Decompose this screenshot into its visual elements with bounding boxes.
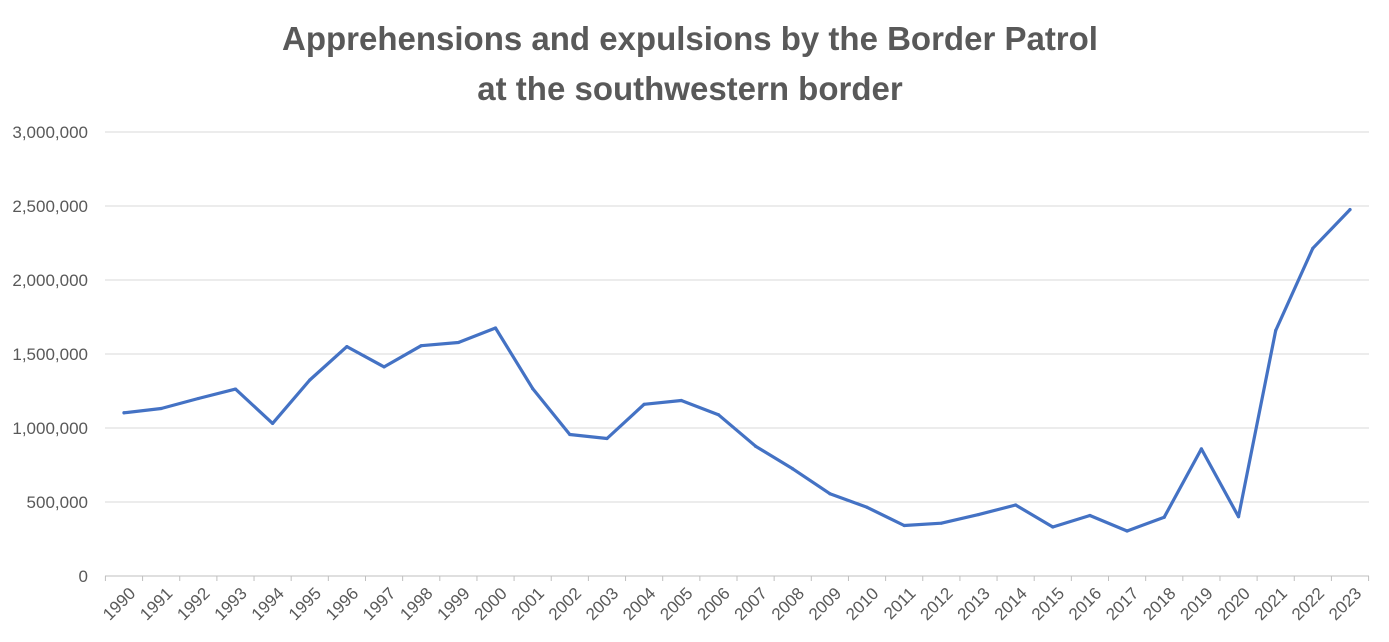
data-point — [456, 340, 460, 345]
data-point — [828, 492, 832, 496]
x-tick-label: 1993 — [211, 584, 251, 624]
x-tick-label: 2018 — [1139, 584, 1179, 624]
y-tick-label: 3,000,000 — [12, 123, 88, 142]
x-tick-label: 2022 — [1288, 584, 1328, 624]
data-point — [122, 411, 126, 415]
x-tick-label: 2002 — [545, 584, 585, 624]
data-point — [568, 432, 572, 437]
gridlines — [105, 131, 1369, 577]
x-tick-label: 1990 — [99, 584, 139, 624]
chart-title: Apprehensions and expulsions by the Bord… — [0, 14, 1380, 114]
data-point — [1162, 515, 1166, 519]
data-point — [865, 505, 869, 509]
data-point — [642, 402, 646, 406]
chart-title-line-1: Apprehensions and expulsions by the Bord… — [282, 20, 1098, 57]
data-point — [605, 436, 609, 441]
x-tick-label: 1998 — [396, 584, 436, 624]
x-tick-label: 2016 — [1065, 584, 1105, 624]
x-tick-label: 1996 — [322, 584, 362, 624]
data-point — [382, 365, 386, 369]
x-tick-label: 2020 — [1214, 584, 1254, 624]
x-tick-label: 1992 — [173, 584, 213, 624]
data-point — [1014, 503, 1018, 507]
x-tick-label: 2005 — [656, 584, 696, 624]
x-tick-label: 2006 — [694, 584, 734, 624]
y-tick-label: 2,500,000 — [12, 197, 88, 216]
data-point — [1236, 515, 1241, 519]
x-tick-label: 1997 — [359, 584, 399, 624]
x-tick-label: 1995 — [285, 584, 325, 624]
data-point — [976, 512, 981, 517]
data-point — [716, 413, 721, 417]
data-point — [1051, 525, 1055, 529]
data-point — [1348, 207, 1352, 212]
x-tick-label: 2011 — [880, 584, 919, 623]
x-tick-label: 2003 — [582, 584, 622, 624]
x-tick-label: 2014 — [991, 584, 1031, 624]
x-tick-label: 2013 — [954, 584, 994, 624]
x-tick-label: 2010 — [842, 584, 882, 624]
data-point — [1125, 529, 1129, 533]
x-tick-label: 2001 — [508, 584, 548, 624]
x-tick-label: 1991 — [136, 584, 176, 624]
data-point — [345, 345, 349, 349]
data-points — [122, 207, 1352, 533]
data-point — [196, 396, 200, 401]
data-point — [531, 387, 535, 391]
data-point — [159, 406, 163, 411]
data-point — [1199, 447, 1203, 451]
y-tick-label: 1,500,000 — [12, 345, 88, 364]
x-tick-label: 2009 — [805, 584, 845, 624]
x-tick-label: 1999 — [433, 584, 473, 624]
x-tick-label: 2019 — [1177, 584, 1217, 624]
y-tick-label: 1,000,000 — [12, 419, 88, 438]
x-tick-label: 2004 — [619, 584, 659, 624]
x-axis-labels: 1990199119921993199419951996199719981999… — [99, 576, 1370, 624]
x-tick-label: 2023 — [1325, 584, 1365, 624]
data-point — [791, 467, 795, 471]
y-tick-label: 2,000,000 — [12, 271, 88, 290]
x-tick-label: 2012 — [916, 584, 956, 624]
data-point — [753, 444, 758, 448]
x-tick-label: 2008 — [768, 584, 808, 624]
y-tick-label: 500,000 — [27, 493, 88, 512]
data-point — [1311, 246, 1315, 250]
data-point — [939, 521, 943, 525]
y-axis-labels: 0 500,000 1,000,000 1,500,000 2,000,000 2,500… — [12, 123, 88, 586]
data-point — [493, 326, 498, 330]
x-tick-label: 2021 — [1251, 584, 1291, 624]
data-point — [233, 387, 238, 391]
series-line — [122, 208, 1352, 533]
data-point — [1274, 328, 1278, 333]
x-tick-label: 2017 — [1102, 584, 1142, 624]
data-point — [902, 523, 906, 528]
x-tick-label: 2000 — [471, 584, 511, 624]
x-tick-label: 2007 — [731, 584, 771, 624]
data-point — [1088, 513, 1092, 518]
x-tick-label: 1994 — [248, 584, 288, 624]
chart-title-line-2: at the southwestern border — [477, 70, 903, 107]
data-point — [271, 421, 275, 426]
x-tick-label: 2015 — [1028, 584, 1068, 624]
data-point — [308, 378, 312, 382]
y-tick-label: 0 — [79, 567, 88, 586]
data-point — [419, 344, 423, 348]
data-point — [679, 398, 683, 403]
